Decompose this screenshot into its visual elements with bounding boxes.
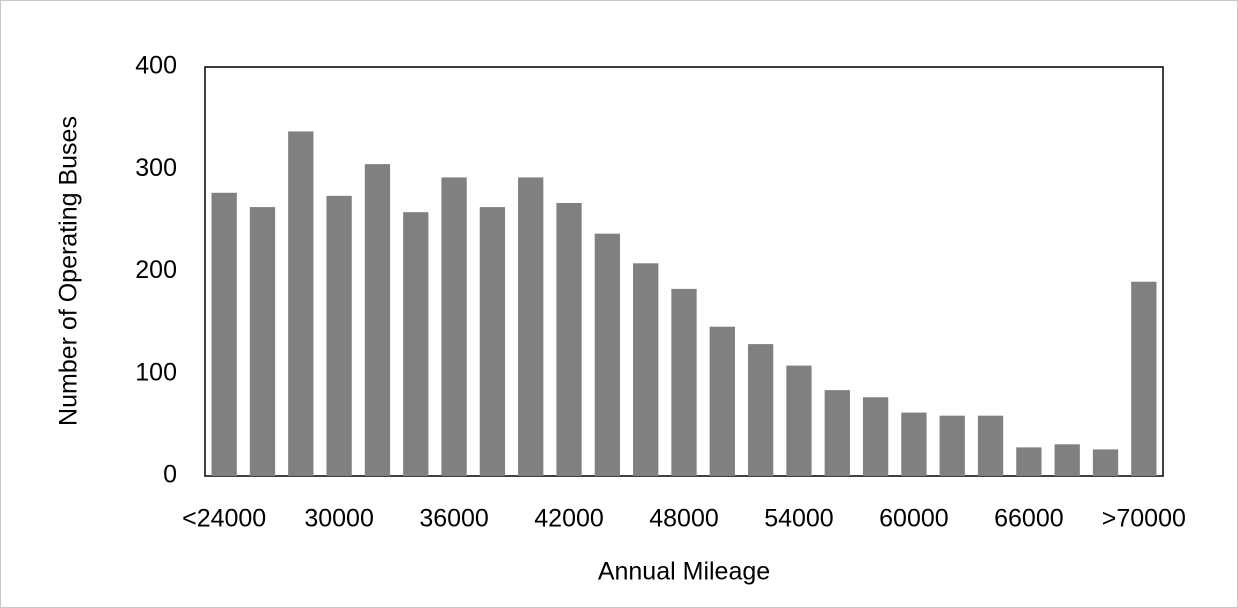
x-tick-label: 66000 [994,505,1064,533]
bar [786,365,812,476]
bar [556,202,582,476]
y-axis-label: Number of Operating Buses [55,116,83,426]
bar [479,207,506,476]
bar [1054,444,1080,476]
x-tick-label: 36000 [419,505,489,533]
y-tick-label: 0 [163,461,177,489]
bar [326,195,352,476]
bar [403,212,429,476]
x-tick-label: 42000 [534,505,604,533]
bar [1092,449,1119,476]
bar [211,192,237,476]
bar [977,415,1004,476]
bar [709,326,735,476]
bar [441,177,467,476]
bar [518,177,544,476]
x-tick-label: 60000 [879,505,949,533]
x-tick-label: 30000 [304,505,374,533]
x-tick-label: <24000 [182,505,266,533]
bar [671,288,697,476]
x-tick-label: 48000 [649,505,719,533]
bar [747,344,774,476]
bar [1131,281,1157,476]
bar [939,415,965,476]
y-tick-label: 400 [135,52,177,80]
bar [824,390,850,476]
x-tick-label: >70000 [1102,505,1186,533]
bar [901,412,927,476]
y-tick-label: 100 [135,358,177,386]
x-axis-label: Annual Mileage [598,558,770,586]
bar [249,207,276,476]
bar [288,131,314,477]
bar [594,233,621,476]
bar [862,397,889,476]
bar [633,263,659,476]
bar [1016,447,1042,476]
bar [364,164,391,476]
y-tick-label: 200 [135,256,177,284]
y-tick-label: 300 [135,154,177,182]
x-tick-label: 54000 [764,505,834,533]
